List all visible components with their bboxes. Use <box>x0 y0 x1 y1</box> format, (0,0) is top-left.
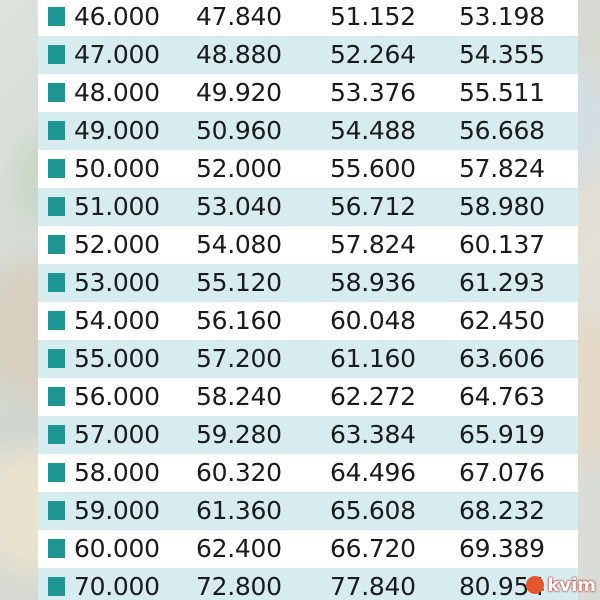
table-cell: 57.200 <box>196 344 282 373</box>
table-cell: 58.240 <box>196 382 282 411</box>
table-cell: 62.272 <box>330 382 416 411</box>
row-bullet-icon <box>48 159 65 178</box>
table-row: 49.000 50.960 54.488 56.668 <box>38 112 578 150</box>
row-bullet-icon <box>48 45 65 64</box>
table-cell: 53.376 <box>330 78 416 107</box>
watermark-logo-icon <box>526 576 545 594</box>
row-bullet-icon <box>48 273 65 292</box>
table-row: 70.000 72.800 77.840 80.954 <box>38 568 578 600</box>
table-cell: 47.000 <box>74 40 160 69</box>
table-cell: 62.450 <box>459 306 545 335</box>
watermark-text: kvim <box>547 574 596 596</box>
table-row: 46.000 47.840 51.152 53.198 <box>38 0 578 36</box>
table-cell: 49.000 <box>74 116 160 145</box>
table-cell: 55.120 <box>196 268 282 297</box>
table-cell: 49.920 <box>196 78 282 107</box>
table-cell: 63.606 <box>459 344 545 373</box>
table-row: 54.000 56.160 60.048 62.450 <box>38 302 578 340</box>
table-row: 56.000 58.240 62.272 64.763 <box>38 378 578 416</box>
table-cell: 51.152 <box>330 2 416 31</box>
table-cell: 65.919 <box>459 420 545 449</box>
table-cell: 59.280 <box>196 420 282 449</box>
watermark: kvim <box>526 572 596 598</box>
table-row: 53.000 55.120 58.936 61.293 <box>38 264 578 302</box>
table-cell: 60.137 <box>459 230 545 259</box>
table-row: 48.000 49.920 53.376 55.511 <box>38 74 578 112</box>
row-bullet-icon <box>48 7 65 26</box>
table-cell: 48.000 <box>74 78 160 107</box>
table-cell: 64.496 <box>330 458 416 487</box>
table-cell: 46.000 <box>74 2 160 31</box>
table-cell: 56.712 <box>330 192 416 221</box>
table-cell: 57.000 <box>74 420 160 449</box>
table-cell: 53.040 <box>196 192 282 221</box>
table-cell: 56.160 <box>196 306 282 335</box>
table-cell: 72.800 <box>196 572 282 600</box>
row-bullet-icon <box>48 463 65 482</box>
table-cell: 58.936 <box>330 268 416 297</box>
table-cell: 47.840 <box>196 2 282 31</box>
row-bullet-icon <box>48 539 65 558</box>
table-cell: 60.048 <box>330 306 416 335</box>
table-row: 57.000 59.280 63.384 65.919 <box>38 416 578 454</box>
table-cell: 54.000 <box>74 306 160 335</box>
table-cell: 70.000 <box>74 572 160 600</box>
table-row: 50.000 52.000 55.600 57.824 <box>38 150 578 188</box>
table-cell: 50.000 <box>74 154 160 183</box>
table-cell: 67.076 <box>459 458 545 487</box>
table-cell: 53.000 <box>74 268 160 297</box>
table-cell: 66.720 <box>330 534 416 563</box>
table-cell: 48.880 <box>196 40 282 69</box>
table-row: 59.000 61.360 65.608 68.232 <box>38 492 578 530</box>
table-cell: 60.320 <box>196 458 282 487</box>
table-cell: 68.232 <box>459 496 545 525</box>
table-row: 51.000 53.040 56.712 58.980 <box>38 188 578 226</box>
row-bullet-icon <box>48 197 65 216</box>
row-bullet-icon <box>48 311 65 330</box>
table-cell: 61.293 <box>459 268 545 297</box>
table-cell: 77.840 <box>330 572 416 600</box>
table-cell: 54.488 <box>330 116 416 145</box>
table-cell: 65.608 <box>330 496 416 525</box>
row-bullet-icon <box>48 121 65 140</box>
table-cell: 57.824 <box>330 230 416 259</box>
table-cell: 63.384 <box>330 420 416 449</box>
row-bullet-icon <box>48 235 65 254</box>
table-cell: 69.389 <box>459 534 545 563</box>
table-cell: 62.400 <box>196 534 282 563</box>
table-cell: 52.000 <box>74 230 160 259</box>
table-cell: 58.980 <box>459 192 545 221</box>
table-cell: 55.000 <box>74 344 160 373</box>
table-cell: 54.355 <box>459 40 545 69</box>
table-cell: 56.668 <box>459 116 545 145</box>
table-row: 47.000 48.880 52.264 54.355 <box>38 36 578 74</box>
row-bullet-icon <box>48 349 65 368</box>
table-cell: 61.360 <box>196 496 282 525</box>
row-bullet-icon <box>48 501 65 520</box>
table-cell: 53.198 <box>459 2 545 31</box>
row-bullet-icon <box>48 577 65 596</box>
table-cell: 55.600 <box>330 154 416 183</box>
row-bullet-icon <box>48 425 65 444</box>
table-cell: 64.763 <box>459 382 545 411</box>
table-row: 52.000 54.080 57.824 60.137 <box>38 226 578 264</box>
table-cell: 56.000 <box>74 382 160 411</box>
table-row: 60.000 62.400 66.720 69.389 <box>38 530 578 568</box>
table-cell: 52.264 <box>330 40 416 69</box>
table-cell: 51.000 <box>74 192 160 221</box>
table-row: 58.000 60.320 64.496 67.076 <box>38 454 578 492</box>
table-cell: 59.000 <box>74 496 160 525</box>
table-cell: 52.000 <box>196 154 282 183</box>
table-cell: 55.511 <box>459 78 545 107</box>
table-cell: 54.080 <box>196 230 282 259</box>
row-bullet-icon <box>48 387 65 406</box>
row-bullet-icon <box>48 83 65 102</box>
table-cell: 58.000 <box>74 458 160 487</box>
table-cell: 50.960 <box>196 116 282 145</box>
table-cell: 61.160 <box>330 344 416 373</box>
table-cell: 57.824 <box>459 154 545 183</box>
table-cell: 60.000 <box>74 534 160 563</box>
table-row: 55.000 57.200 61.160 63.606 <box>38 340 578 378</box>
